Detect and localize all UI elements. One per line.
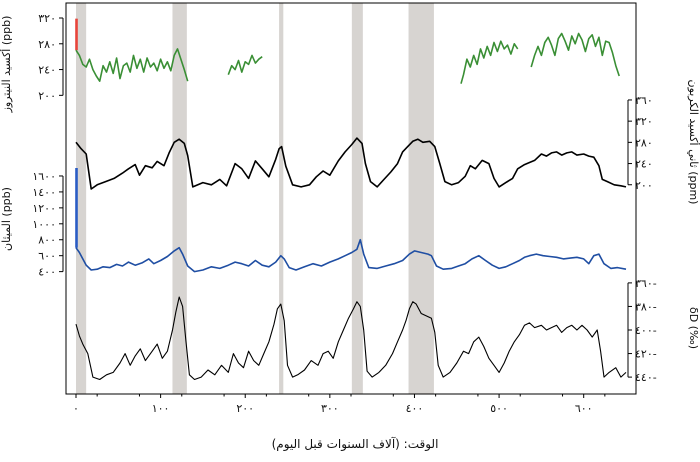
x-tick-label: ٠ — [73, 402, 79, 415]
dD-tick-label: ٤٢٠- — [635, 348, 657, 361]
ch4-tick-label: ١٠٠٠ — [32, 218, 56, 231]
interglacial-band — [279, 3, 284, 394]
dD-series-line — [75, 296, 627, 381]
ch4-tick-label: ١٢٠٠ — [32, 202, 56, 215]
n2o-tick-label: ٢٠٠ — [38, 89, 56, 102]
dD-tick-label: ٣٨٠- — [635, 300, 657, 313]
plot-frame — [65, 2, 637, 395]
n2o-series-line — [227, 54, 263, 75]
x-tick-label: ١٠٠ — [152, 402, 170, 415]
n2o-tick-label: ٢٨٠ — [38, 38, 56, 51]
panels: ٢٠٠ ٢٤٠ ٢٨٠ ٣٢٠ أكسيد النيتروز (ppb) ٢٠٠ ٢٤٠ ٢٨… — [0, 12, 700, 384]
x-tick-label: ٦٠٠ — [575, 402, 593, 415]
n2o-series-line — [460, 40, 519, 84]
n2o-series-line — [75, 48, 189, 82]
x-axis-title: الوقت: (آلاف السنوات قبل اليوم) — [272, 436, 439, 452]
co2-tick-label: ٣٦٠ — [635, 94, 653, 107]
x-tick-label: ٤٠٠ — [406, 402, 424, 415]
ch4-tick-label: ٤٠٠ — [38, 266, 56, 279]
ch4-tick-label: ١٦٠٠ — [32, 170, 56, 183]
interglacial-band — [76, 3, 87, 394]
co2-tick-label: ٢٨٠ — [635, 136, 653, 149]
co2-tick-label: ٢٤٠ — [635, 158, 653, 171]
ch4-tick-label: ٨٠٠ — [38, 234, 56, 247]
dD-tick-label: ٣٦٠- — [635, 277, 657, 290]
x-tick-label: ٣٠٠ — [321, 402, 339, 415]
panel-n2o: ٢٠٠ ٢٤٠ ٢٨٠ ٣٢٠ أكسيد النيتروز (ppb) — [0, 12, 620, 114]
interglacial-band — [351, 3, 363, 394]
dD-axis-title: δD (‰) — [687, 307, 700, 349]
n2o-tick-label: ٢٤٠ — [38, 64, 56, 77]
x-axis: ٠ ١٠٠ ٢٠٠ ٣٠٠ ٤٠٠ ٥٠٠ ٦٠٠ — [73, 394, 606, 415]
co2-series-line — [75, 137, 627, 190]
panel-ch4: ٤٠٠ ٦٠٠ ٨٠٠ ١٠٠٠ ١٢٠٠ ١٤٠٠ ١٦٠٠ الميثان (ppb) — [0, 168, 627, 279]
ch4-axis-title: الميثان (ppb) — [0, 187, 13, 251]
panel-co2: ٢٠٠ ٢٤٠ ٢٨٠ ٣٢٠ ٣٦٠ ثاني أكسيد الكربون (ppm) — [75, 80, 700, 205]
ch4-tick-label: ٦٠٠ — [38, 250, 56, 263]
n2o-axis-title: أكسيد النيتروز (ppb) — [0, 16, 13, 114]
co2-tick-label: ٣٢٠ — [635, 115, 653, 128]
n2o-tick-label: ٣٢٠ — [38, 12, 56, 25]
x-tick-label: ٥٠٠ — [490, 402, 508, 415]
co2-tick-label: ٢٠٠ — [635, 179, 653, 192]
x-tick-label: ٢٠٠ — [236, 402, 254, 415]
interglacial-band — [172, 3, 187, 394]
ch4-series-line — [75, 238, 627, 273]
dD-tick-label: ٤٤٠- — [635, 371, 657, 384]
ch4-tick-label: ١٤٠٠ — [32, 186, 56, 199]
interglacial-bands — [76, 3, 434, 394]
interglacial-band — [408, 3, 434, 394]
co2-axis-title: ثاني أكسيد الكربون (ppm) — [687, 80, 700, 205]
panel-dD: ٣٦٠- ٣٨٠- ٤٠٠- ٤٢٠- ٤٤٠- δD (‰) — [75, 277, 700, 384]
dD-tick-label: ٤٠٠- — [635, 324, 657, 337]
n2o-series-line — [530, 32, 620, 77]
